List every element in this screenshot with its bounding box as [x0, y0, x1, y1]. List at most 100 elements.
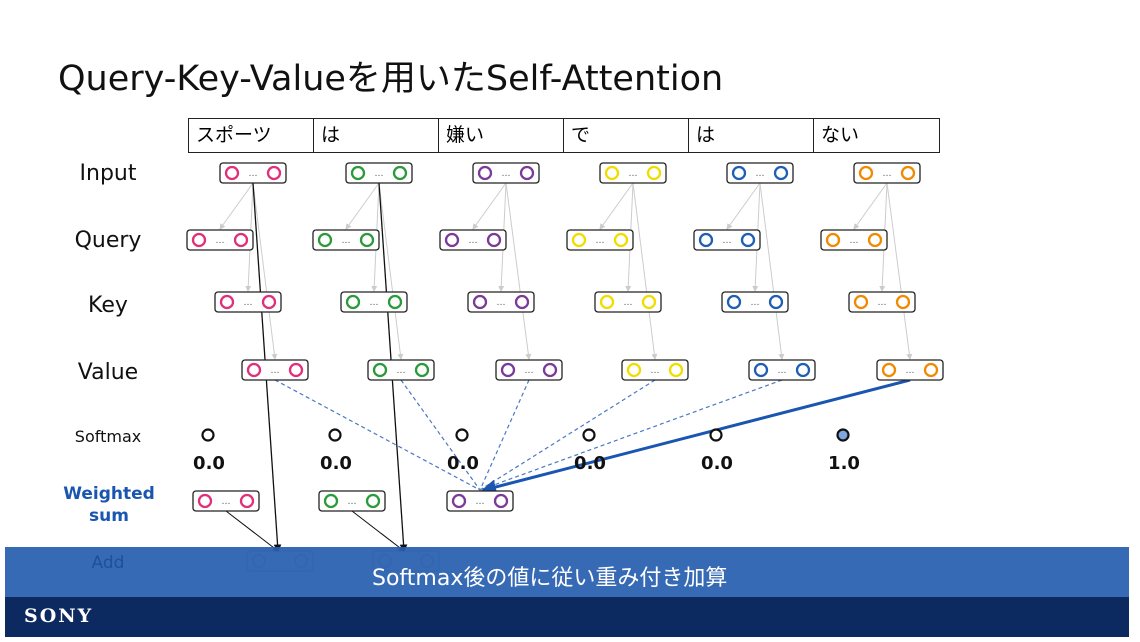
softmax-node-icon [328, 428, 342, 442]
vector-element-icon [191, 232, 207, 248]
ellipsis: … [624, 298, 633, 308]
value-arrow [886, 182, 913, 360]
vector-element-icon [768, 294, 784, 310]
value-vector: … [495, 359, 563, 381]
query-vector: … [693, 229, 761, 251]
query-arrow [853, 182, 888, 230]
value-arrow [632, 182, 658, 360]
ellipsis: … [525, 366, 534, 376]
ellipsis: … [878, 298, 887, 308]
input-vector: … [853, 162, 921, 184]
value-vector: … [367, 359, 435, 381]
attention-weight-dashed-line [400, 379, 481, 491]
vector-element-icon [414, 362, 430, 378]
input-vector: … [599, 162, 667, 184]
vector-element-icon [867, 232, 883, 248]
ellipsis: … [778, 366, 787, 376]
ellipsis: … [397, 366, 406, 376]
input-vector: … [219, 162, 287, 184]
ellipsis: … [883, 169, 892, 179]
softmax-node-icon [455, 428, 469, 442]
query-arrow [726, 182, 761, 230]
value-vector: … [748, 359, 816, 381]
vector-element-icon [881, 362, 897, 378]
softmax-node-icon [836, 428, 850, 442]
softmax-value: 0.0 [574, 453, 606, 474]
query-arrow [345, 182, 380, 230]
vector-element-icon [626, 362, 642, 378]
value-vector: … [621, 359, 689, 381]
weighted-sum-vector: … [318, 490, 386, 512]
ellipsis: … [723, 236, 732, 246]
row-label-input: Input [79, 161, 137, 186]
key-vector: … [340, 291, 408, 313]
key-vector: … [214, 291, 282, 313]
vector-element-icon [698, 232, 714, 248]
value-vector: … [876, 359, 944, 381]
ellipsis: … [497, 298, 506, 308]
vector-element-icon [392, 165, 408, 181]
vector-element-icon [246, 362, 262, 378]
vector-element-icon [372, 362, 388, 378]
weighted-sum-vector: … [446, 490, 514, 512]
vector-element-icon [239, 493, 255, 509]
token-table: スポーツ は 嫌い で は ない [188, 118, 940, 153]
ellipsis: … [502, 169, 511, 179]
ellipsis: … [469, 236, 478, 246]
vector-element-icon [323, 493, 339, 509]
token-cell: 嫌い [439, 119, 564, 152]
vector-element-icon [519, 165, 535, 181]
ellipsis: … [271, 366, 280, 376]
ellipsis: … [596, 236, 605, 246]
ellipsis: … [342, 236, 351, 246]
softmax-value: 0.0 [701, 453, 733, 474]
input-vector: … [345, 162, 413, 184]
token-cell: は [314, 119, 439, 152]
vector-element-icon [261, 294, 277, 310]
ellipsis: … [244, 298, 253, 308]
vector-element-icon [359, 232, 375, 248]
vector-element-icon [795, 362, 811, 378]
vector-element-icon [444, 232, 460, 248]
vector-element-icon [514, 294, 530, 310]
slide-title: Query-Key-Valueを用いたSelf-Attention [58, 59, 724, 99]
vector-element-icon [350, 165, 366, 181]
value-arrow [252, 182, 278, 360]
value-arrow [378, 182, 404, 360]
softmax-node-icon [709, 428, 723, 442]
vector-element-icon [451, 493, 467, 509]
key-vector: … [594, 291, 662, 313]
vector-element-icon [542, 362, 558, 378]
slide [5, 0, 1129, 637]
softmax-value: 0.0 [320, 453, 352, 474]
vector-element-icon [197, 493, 213, 509]
attention-weight-dashed-line [479, 379, 783, 491]
row-label-query: Query [74, 228, 142, 253]
sony-logo: SONY [24, 605, 94, 627]
row-label-add: Add [91, 553, 125, 573]
ellipsis: … [906, 366, 915, 376]
vector-element-icon [923, 362, 939, 378]
vector-element-icon [288, 362, 304, 378]
vector-element-icon [599, 294, 615, 310]
ellipsis: … [476, 497, 485, 507]
ellipsis: … [751, 298, 760, 308]
token-cell: で [564, 119, 689, 152]
query-vector: … [566, 229, 634, 251]
query-vector: … [186, 229, 254, 251]
vector-element-icon [740, 232, 756, 248]
vector-element-icon [668, 362, 684, 378]
vector-element-icon [345, 294, 361, 310]
vector-element-icon [726, 294, 742, 310]
ellipsis: … [348, 497, 357, 507]
value-vector: … [241, 359, 309, 381]
row-label-value: Value [77, 360, 139, 385]
token-cell: は [689, 119, 814, 152]
query-vector: … [820, 229, 888, 251]
query-arrow [472, 182, 507, 230]
footer-bar [5, 597, 1129, 637]
value-arrow [759, 182, 785, 360]
ellipsis: … [629, 169, 638, 179]
vector-element-icon [641, 294, 657, 310]
